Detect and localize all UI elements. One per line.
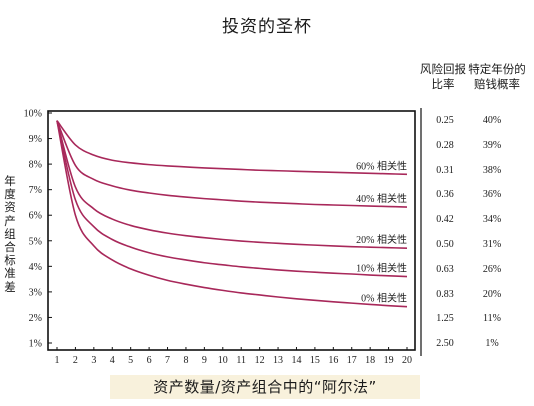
probability-header-text: 特定年份的 赔钱概率: [468, 62, 526, 91]
correlation-curve: [56, 120, 408, 308]
x-tick-label: 19: [384, 355, 394, 366]
correlation-curve: [56, 120, 408, 278]
x-tick-label: 5: [128, 355, 133, 366]
y-tick-label: 1%: [29, 339, 42, 350]
x-tick-label: 20: [402, 355, 412, 366]
x-tick-label: 17: [347, 355, 357, 366]
x-tick-label: 18: [365, 355, 375, 366]
probability-cell: 1%: [485, 338, 499, 350]
ratio-cell: 1.25: [436, 313, 454, 325]
x-tick-label: 6: [147, 355, 152, 366]
x-tick-label: 13: [273, 355, 283, 366]
ratio-cell: 0.31: [436, 164, 454, 176]
y-tick-label: 2%: [29, 313, 42, 324]
x-ticks: 1 2 3 4 5 6 7 8 9 10 11 12 13 14 15 16 17 18 19 20: [55, 347, 412, 366]
x-tick-label: 2: [73, 355, 78, 366]
curve-label: 10% 相关性: [356, 262, 407, 275]
y-tick-label: 4%: [29, 262, 42, 273]
y-tick-label: 5%: [29, 236, 42, 247]
chart-subtitle: 资产数量/资产组合中的“阿尔法”: [110, 375, 420, 399]
x-tick-label: 10: [218, 355, 228, 366]
ratio-cell: 0.42: [436, 214, 454, 226]
x-tick-label: 15: [310, 355, 320, 366]
correlation-curve: [56, 120, 408, 249]
probability-cell: 36%: [482, 189, 502, 201]
x-tick-label: 16: [328, 355, 338, 366]
x-tick-label: 1: [55, 355, 60, 366]
y-tick-label: 7%: [29, 185, 42, 196]
x-tick-label: 11: [236, 355, 246, 366]
probability-cell: 26%: [482, 263, 502, 275]
x-tick-label: 3: [91, 355, 96, 366]
curve-labels: 60% 相关性 40% 相关性 20% 相关性 10% 相关性 0% 相关性: [356, 159, 407, 304]
x-tick-label: 12: [255, 355, 265, 366]
probability-cell: 39%: [482, 139, 502, 151]
ratio-cell: 0.50: [436, 239, 454, 250]
probability-cell: 38%: [482, 164, 502, 176]
probability-column-header: 特定年份的 赔钱概率: [466, 62, 528, 92]
y-ticks: 1% 2% 3% 4% 5% 6% 7% 8% 9% 10%: [24, 109, 52, 350]
correlation-curve: [56, 120, 408, 176]
ratio-header-text: 风险回报 比率: [420, 62, 466, 91]
ratio-cell: 0.36: [436, 189, 454, 201]
correlation-curve: [56, 120, 408, 208]
x-tick-label: 7: [165, 355, 170, 366]
x-tick-label: 4: [110, 355, 115, 366]
plot-frame: [47, 110, 416, 351]
curve-label: 20% 相关性: [356, 233, 407, 246]
y-tick-label: 9%: [29, 134, 42, 145]
ratio-column-header: 风险回报 比率: [412, 62, 474, 92]
ratio-cell: 2.50: [436, 338, 454, 350]
x-tick-label: 9: [202, 355, 207, 366]
chart-title: 投资的圣杯: [222, 17, 312, 37]
ratio-cell: 0.63: [436, 263, 454, 275]
y-tick-label: 10%: [24, 109, 42, 120]
curves: [56, 120, 408, 308]
y-axis-label: 年度资产组合标准差: [4, 174, 16, 294]
probability-cell: 20%: [482, 288, 502, 300]
ratio-cell: 0.28: [436, 139, 454, 151]
probability-cell: 34%: [482, 214, 502, 226]
y-tick-label: 8%: [29, 160, 42, 171]
ratio-cell: 0.83: [436, 288, 454, 300]
curve-label: 40% 相关性: [356, 192, 407, 205]
x-tick-label: 14: [291, 355, 301, 366]
curve-label: 60% 相关性: [356, 159, 407, 172]
curve-label: 0% 相关性: [361, 292, 407, 305]
y-tick-label: 3%: [29, 287, 42, 298]
probability-cell: 11%: [483, 313, 501, 325]
probability-cell: 40%: [482, 115, 502, 126]
ratio-cell: 0.25: [436, 115, 454, 126]
x-tick-label: 8: [183, 355, 188, 366]
y-tick-label: 6%: [29, 211, 42, 222]
probability-cell: 31%: [482, 239, 502, 250]
